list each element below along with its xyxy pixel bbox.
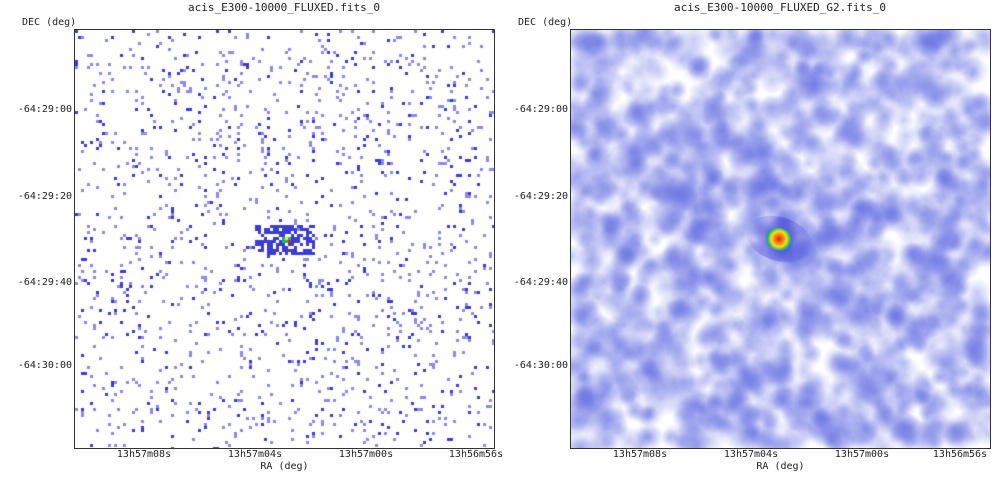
left-ytick-3: -64:29:40 xyxy=(17,277,72,288)
right-xtick-1: 13h57m08s xyxy=(612,449,668,460)
left-dec-axis-label: DEC (deg) xyxy=(22,17,77,28)
right-xtick-2: 13h57m04s xyxy=(723,449,779,460)
right-smoothed-image xyxy=(571,30,990,448)
right-ytick-4: -64:30:00 xyxy=(513,360,568,371)
left-counts-image xyxy=(75,30,494,448)
left-ytick-4: -64:30:00 xyxy=(17,360,72,371)
left-ra-axis-label: RA (deg) xyxy=(260,461,309,472)
left-ytick-2: -64:29:20 xyxy=(17,191,72,202)
right-ytick-2: -64:29:20 xyxy=(513,191,568,202)
right-ra-axis-label: RA (deg) xyxy=(756,461,805,472)
right-ytick-3: -64:29:40 xyxy=(513,277,568,288)
right-ytick-1: -64:29:00 xyxy=(513,104,568,115)
left-xtick-1: 13h57m08s xyxy=(116,449,172,460)
right-dec-axis-label: DEC (deg) xyxy=(518,17,573,28)
right-panel-title: acis_E300-10000_FLUXED_G2.fits_0 xyxy=(674,1,886,14)
right-xtick-4: 13h56m56s xyxy=(932,449,988,460)
left-xtick-3: 13h57m00s xyxy=(338,449,394,460)
left-panel-title: acis_E300-10000_FLUXED.fits_0 xyxy=(187,1,381,14)
left-xtick-2: 13h57m04s xyxy=(227,449,283,460)
left-xtick-4: 13h56m56s xyxy=(448,449,504,460)
left-ytick-1: -64:29:00 xyxy=(17,104,72,115)
left-image-frame[interactable] xyxy=(74,29,495,449)
right-xtick-3: 13h57m00s xyxy=(834,449,890,460)
right-image-frame[interactable] xyxy=(570,29,991,449)
